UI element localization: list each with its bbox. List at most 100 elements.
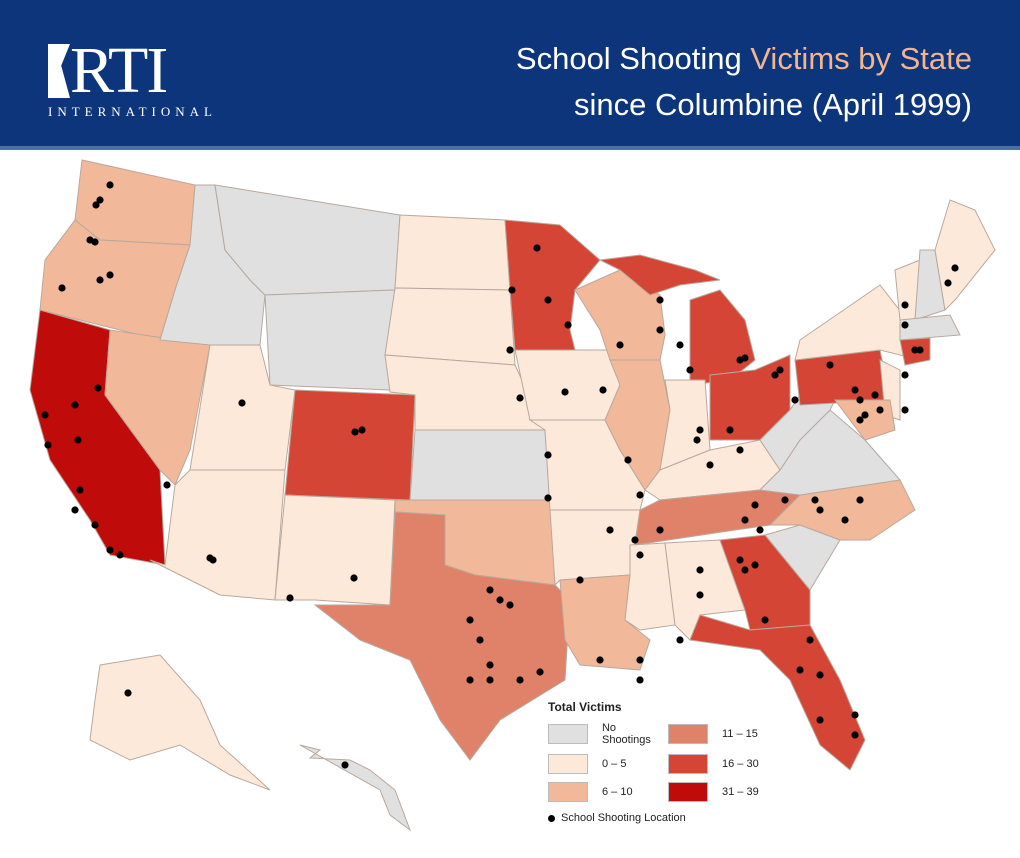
state-wv (759, 394, 836, 471)
shooting-location-dot (106, 546, 114, 554)
logo-mark-icon (48, 44, 70, 98)
title-part1: School Shooting (515, 41, 751, 76)
shooting-location-dot (901, 321, 909, 329)
state-co (284, 389, 416, 501)
shooting-location-dot (41, 411, 49, 419)
legend-dot-item: School Shooting Location (548, 812, 768, 824)
shooting-location-dot (74, 436, 82, 444)
shooting-location-dot (636, 656, 644, 664)
shooting-location-dot (606, 526, 614, 534)
shooting-location-dot (676, 636, 684, 644)
state-wa (74, 159, 196, 246)
shooting-location-dot (811, 496, 819, 504)
shooting-location-dot (476, 636, 484, 644)
shooting-location-dot (351, 428, 359, 436)
shooting-location-dot (564, 321, 572, 329)
shooting-location-dot (751, 501, 759, 509)
logo-text: RTI (70, 34, 168, 107)
shooting-location-dot (816, 506, 824, 514)
legend-item: 11 – 15 (668, 722, 768, 746)
shooting-location-dot (58, 284, 66, 292)
shooting-location-dot (124, 689, 132, 697)
state-az (149, 469, 286, 601)
state-ar (549, 509, 641, 587)
legend-dot-label: School Shooting Location (561, 812, 686, 824)
shooting-location-dot (806, 636, 814, 644)
shooting-location-dot (71, 506, 79, 514)
state-ak (89, 654, 271, 791)
shooting-location-dot (116, 551, 124, 559)
shooting-location-dot (209, 556, 217, 564)
legend-label: 11 – 15 (722, 728, 758, 740)
legend-swatch (668, 782, 708, 802)
shooting-location-dot (631, 536, 639, 544)
shooting-location-dot (106, 181, 114, 189)
legend-item: 16 – 30 (668, 754, 768, 774)
shooting-location-dot (901, 406, 909, 414)
legend-item: 0 – 5 (548, 754, 668, 774)
shooting-location-dot (544, 451, 552, 459)
shooting-location-dot (636, 491, 644, 499)
shooting-location-dot (350, 574, 358, 582)
shooting-location-dot (71, 401, 79, 409)
shooting-location-dot (911, 346, 919, 354)
shooting-location-dot (686, 366, 694, 374)
shooting-location-dot (871, 391, 879, 399)
shooting-location-dot (901, 371, 909, 379)
shooting-location-dot (706, 461, 714, 469)
shooting-location-dot (486, 586, 494, 594)
title-highlight: Victims by State (750, 41, 972, 76)
shooting-location-dot (92, 201, 100, 209)
dot-icon (548, 814, 555, 822)
shooting-location-dot (856, 496, 864, 504)
shooting-location-dot (544, 296, 552, 304)
title-line2: since Columbine (April 1999) (573, 87, 972, 122)
legend-swatch (668, 724, 708, 744)
legend-item: 31 – 39 (668, 782, 768, 802)
shooting-location-dot (944, 279, 952, 287)
shooting-location-dot (726, 426, 734, 434)
shooting-location-dot (741, 566, 749, 574)
shooting-location-dot (76, 486, 84, 494)
shooting-location-dot (466, 676, 474, 684)
shooting-location-dot (901, 301, 909, 309)
shooting-location-dot (486, 676, 494, 684)
state-nm (274, 494, 396, 606)
shooting-location-dot (851, 711, 859, 719)
header: RTI INTERNATIONAL School Shooting Victim… (0, 0, 1020, 150)
shooting-location-dot (856, 396, 864, 404)
shooting-location-dot (791, 396, 799, 404)
shooting-location-dot (776, 366, 784, 374)
shooting-location-dot (91, 521, 99, 529)
shooting-location-dot (516, 394, 524, 402)
legend-label: 16 – 30 (722, 758, 759, 770)
shooting-location-dot (516, 676, 524, 684)
shooting-location-dot (751, 561, 759, 569)
shooting-location-dot (816, 716, 824, 724)
shooting-location-dot (238, 399, 246, 407)
shooting-location-dot (616, 341, 624, 349)
shooting-location-dot (358, 426, 366, 434)
shooting-location-dot (781, 496, 789, 504)
shooting-location-dot (861, 411, 869, 419)
shooting-location-dot (736, 446, 744, 454)
shooting-location-dot (506, 346, 514, 354)
legend-item: 6 – 10 (548, 782, 668, 802)
state-ia (514, 349, 621, 421)
shooting-location-dot (676, 341, 684, 349)
page-title: School Shooting Victims by State since C… (516, 36, 972, 128)
shooting-location-dot (916, 346, 924, 354)
shooting-location-dot (851, 386, 859, 394)
shooting-location-dot (506, 601, 514, 609)
shooting-location-dot (486, 661, 494, 669)
shooting-location-dot (536, 668, 544, 676)
shooting-location-dot (696, 591, 704, 599)
state-ma (899, 314, 961, 341)
legend-label: 31 – 39 (722, 786, 759, 798)
shooting-location-dot (533, 244, 541, 252)
shooting-location-dot (741, 354, 749, 362)
shooting-location-dot (771, 371, 779, 379)
legend-title: Total Victims (548, 700, 622, 714)
shooting-location-dot (96, 196, 104, 204)
shooting-location-dot (544, 494, 552, 502)
